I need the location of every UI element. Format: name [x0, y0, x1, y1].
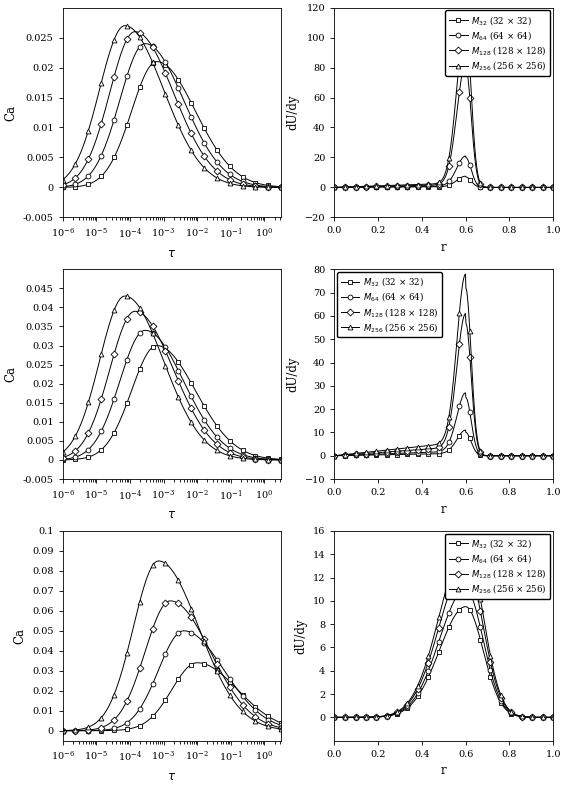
Legend: $M_{32}$ (32 $\times$ 32), $M_{64}$ (64 $\times$ 64), $M_{128}$ (128 $\times$ 12: $M_{32}$ (32 $\times$ 32), $M_{64}$ (64 … — [337, 272, 442, 338]
Y-axis label: Ca: Ca — [4, 366, 17, 382]
Y-axis label: Ca: Ca — [4, 105, 17, 120]
Legend: $M_{32}$ (32 $\times$ 32), $M_{64}$ (64 $\times$ 64), $M_{128}$ (128 $\times$ 12: $M_{32}$ (32 $\times$ 32), $M_{64}$ (64 … — [445, 534, 550, 599]
Y-axis label: Ca: Ca — [14, 628, 27, 644]
X-axis label: $\tau$: $\tau$ — [167, 246, 176, 260]
Legend: $M_{32}$ (32 $\times$ 32), $M_{64}$ (64 $\times$ 64), $M_{128}$ (128 $\times$ 12: $M_{32}$ (32 $\times$ 32), $M_{64}$ (64 … — [445, 10, 550, 76]
X-axis label: r: r — [441, 241, 446, 254]
Y-axis label: dU/dy: dU/dy — [294, 618, 307, 653]
X-axis label: r: r — [441, 764, 446, 778]
X-axis label: $\tau$: $\tau$ — [167, 770, 176, 783]
Y-axis label: dU/dy: dU/dy — [286, 94, 299, 131]
X-axis label: $\tau$: $\tau$ — [167, 508, 176, 521]
X-axis label: r: r — [441, 503, 446, 515]
Y-axis label: dU/dy: dU/dy — [286, 357, 299, 392]
